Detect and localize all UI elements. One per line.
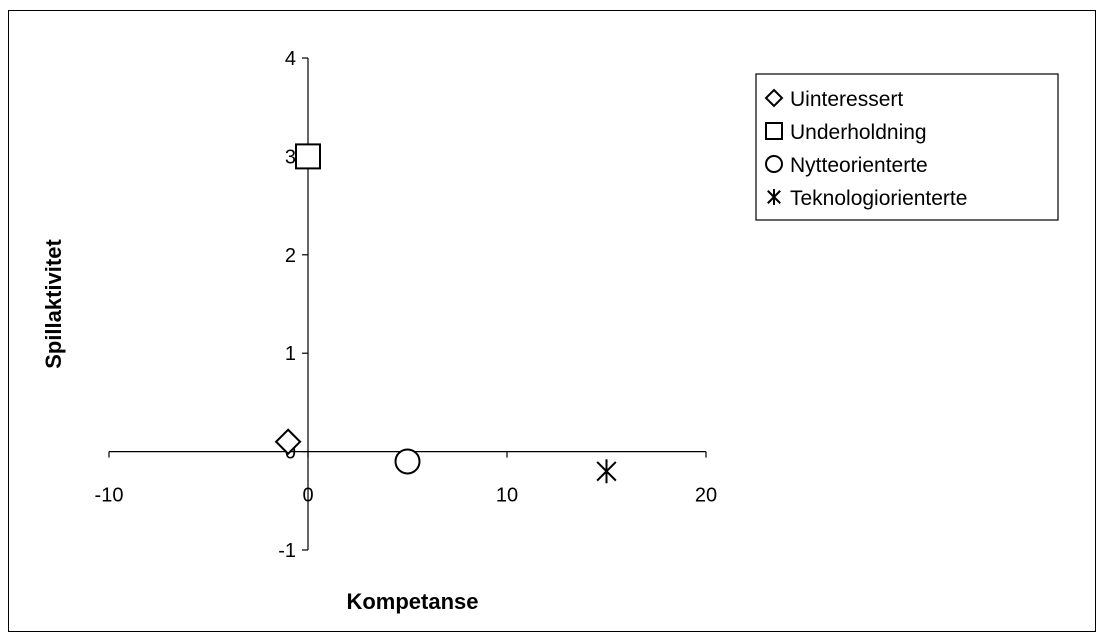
y-axis-title: Spillaktivitet bbox=[41, 239, 66, 369]
y-tick-label: 4 bbox=[285, 48, 296, 70]
legend-label: Underholdning bbox=[790, 121, 927, 144]
x-tick-label: 10 bbox=[496, 485, 518, 507]
data-markers bbox=[274, 143, 617, 484]
y-tick-label: 1 bbox=[285, 343, 296, 365]
y-tick-label: -1 bbox=[278, 540, 296, 562]
legend-marker-teknologiorienterte bbox=[767, 189, 781, 205]
x-axis-ticks: -10 0 10 20 bbox=[95, 451, 717, 507]
x-tick-label: 0 bbox=[302, 485, 313, 507]
point-teknologiorienterte bbox=[596, 459, 617, 484]
legend-label: Uinteressert bbox=[790, 88, 903, 111]
legend-marker-underholdning bbox=[765, 122, 783, 140]
y-tick-label: 3 bbox=[285, 146, 296, 168]
point-underholdning bbox=[295, 143, 321, 170]
legend-label: Teknologiorienterte bbox=[790, 187, 967, 210]
y-tick-label: 2 bbox=[285, 245, 296, 267]
x-tick-label: -10 bbox=[95, 485, 124, 507]
x-tick-label: 20 bbox=[695, 485, 717, 507]
legend-marker-uinteressert bbox=[764, 88, 784, 108]
point-uinteressert bbox=[274, 428, 302, 456]
axes bbox=[109, 58, 706, 550]
legend-box bbox=[755, 73, 1059, 221]
legend-marker-nytteorienterte bbox=[765, 155, 783, 173]
point-nytteorienterte bbox=[394, 448, 421, 475]
legend-label: Nytteorienterte bbox=[790, 154, 928, 177]
x-axis-title: Kompetanse bbox=[346, 589, 478, 614]
legend: Uinteressert Underholdning Nytteorienterte… bbox=[755, 73, 1059, 221]
